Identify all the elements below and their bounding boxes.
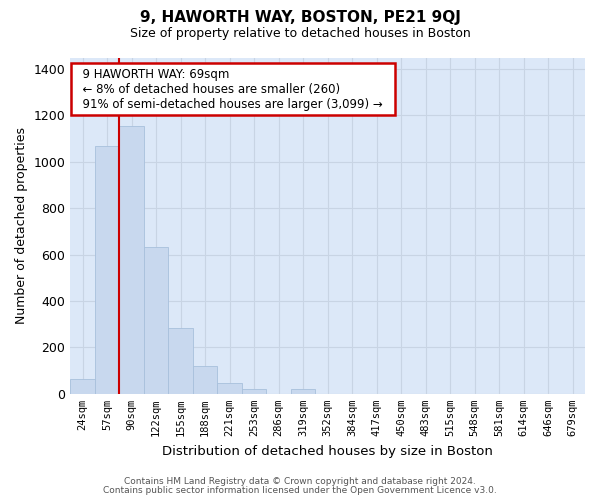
Bar: [193, 366, 217, 394]
Text: Contains public sector information licensed under the Open Government Licence v3: Contains public sector information licen…: [103, 486, 497, 495]
Text: Contains HM Land Registry data © Crown copyright and database right 2024.: Contains HM Land Registry data © Crown c…: [124, 477, 476, 486]
Text: Size of property relative to detached houses in Boston: Size of property relative to detached ho…: [130, 28, 470, 40]
Bar: [119, 126, 144, 394]
Text: 9, HAWORTH WAY, BOSTON, PE21 9QJ: 9, HAWORTH WAY, BOSTON, PE21 9QJ: [140, 10, 460, 25]
Bar: [70, 378, 95, 394]
Text: 9 HAWORTH WAY: 69sqm  
  ← 8% of detached houses are smaller (260)  
  91% of se: 9 HAWORTH WAY: 69sqm ← 8% of detached ho…: [76, 68, 391, 110]
Bar: [95, 146, 119, 394]
Bar: [291, 388, 316, 394]
Bar: [242, 388, 266, 394]
Bar: [144, 246, 169, 394]
Y-axis label: Number of detached properties: Number of detached properties: [15, 127, 28, 324]
X-axis label: Distribution of detached houses by size in Boston: Distribution of detached houses by size …: [162, 444, 493, 458]
Bar: [217, 382, 242, 394]
Bar: [169, 328, 193, 394]
